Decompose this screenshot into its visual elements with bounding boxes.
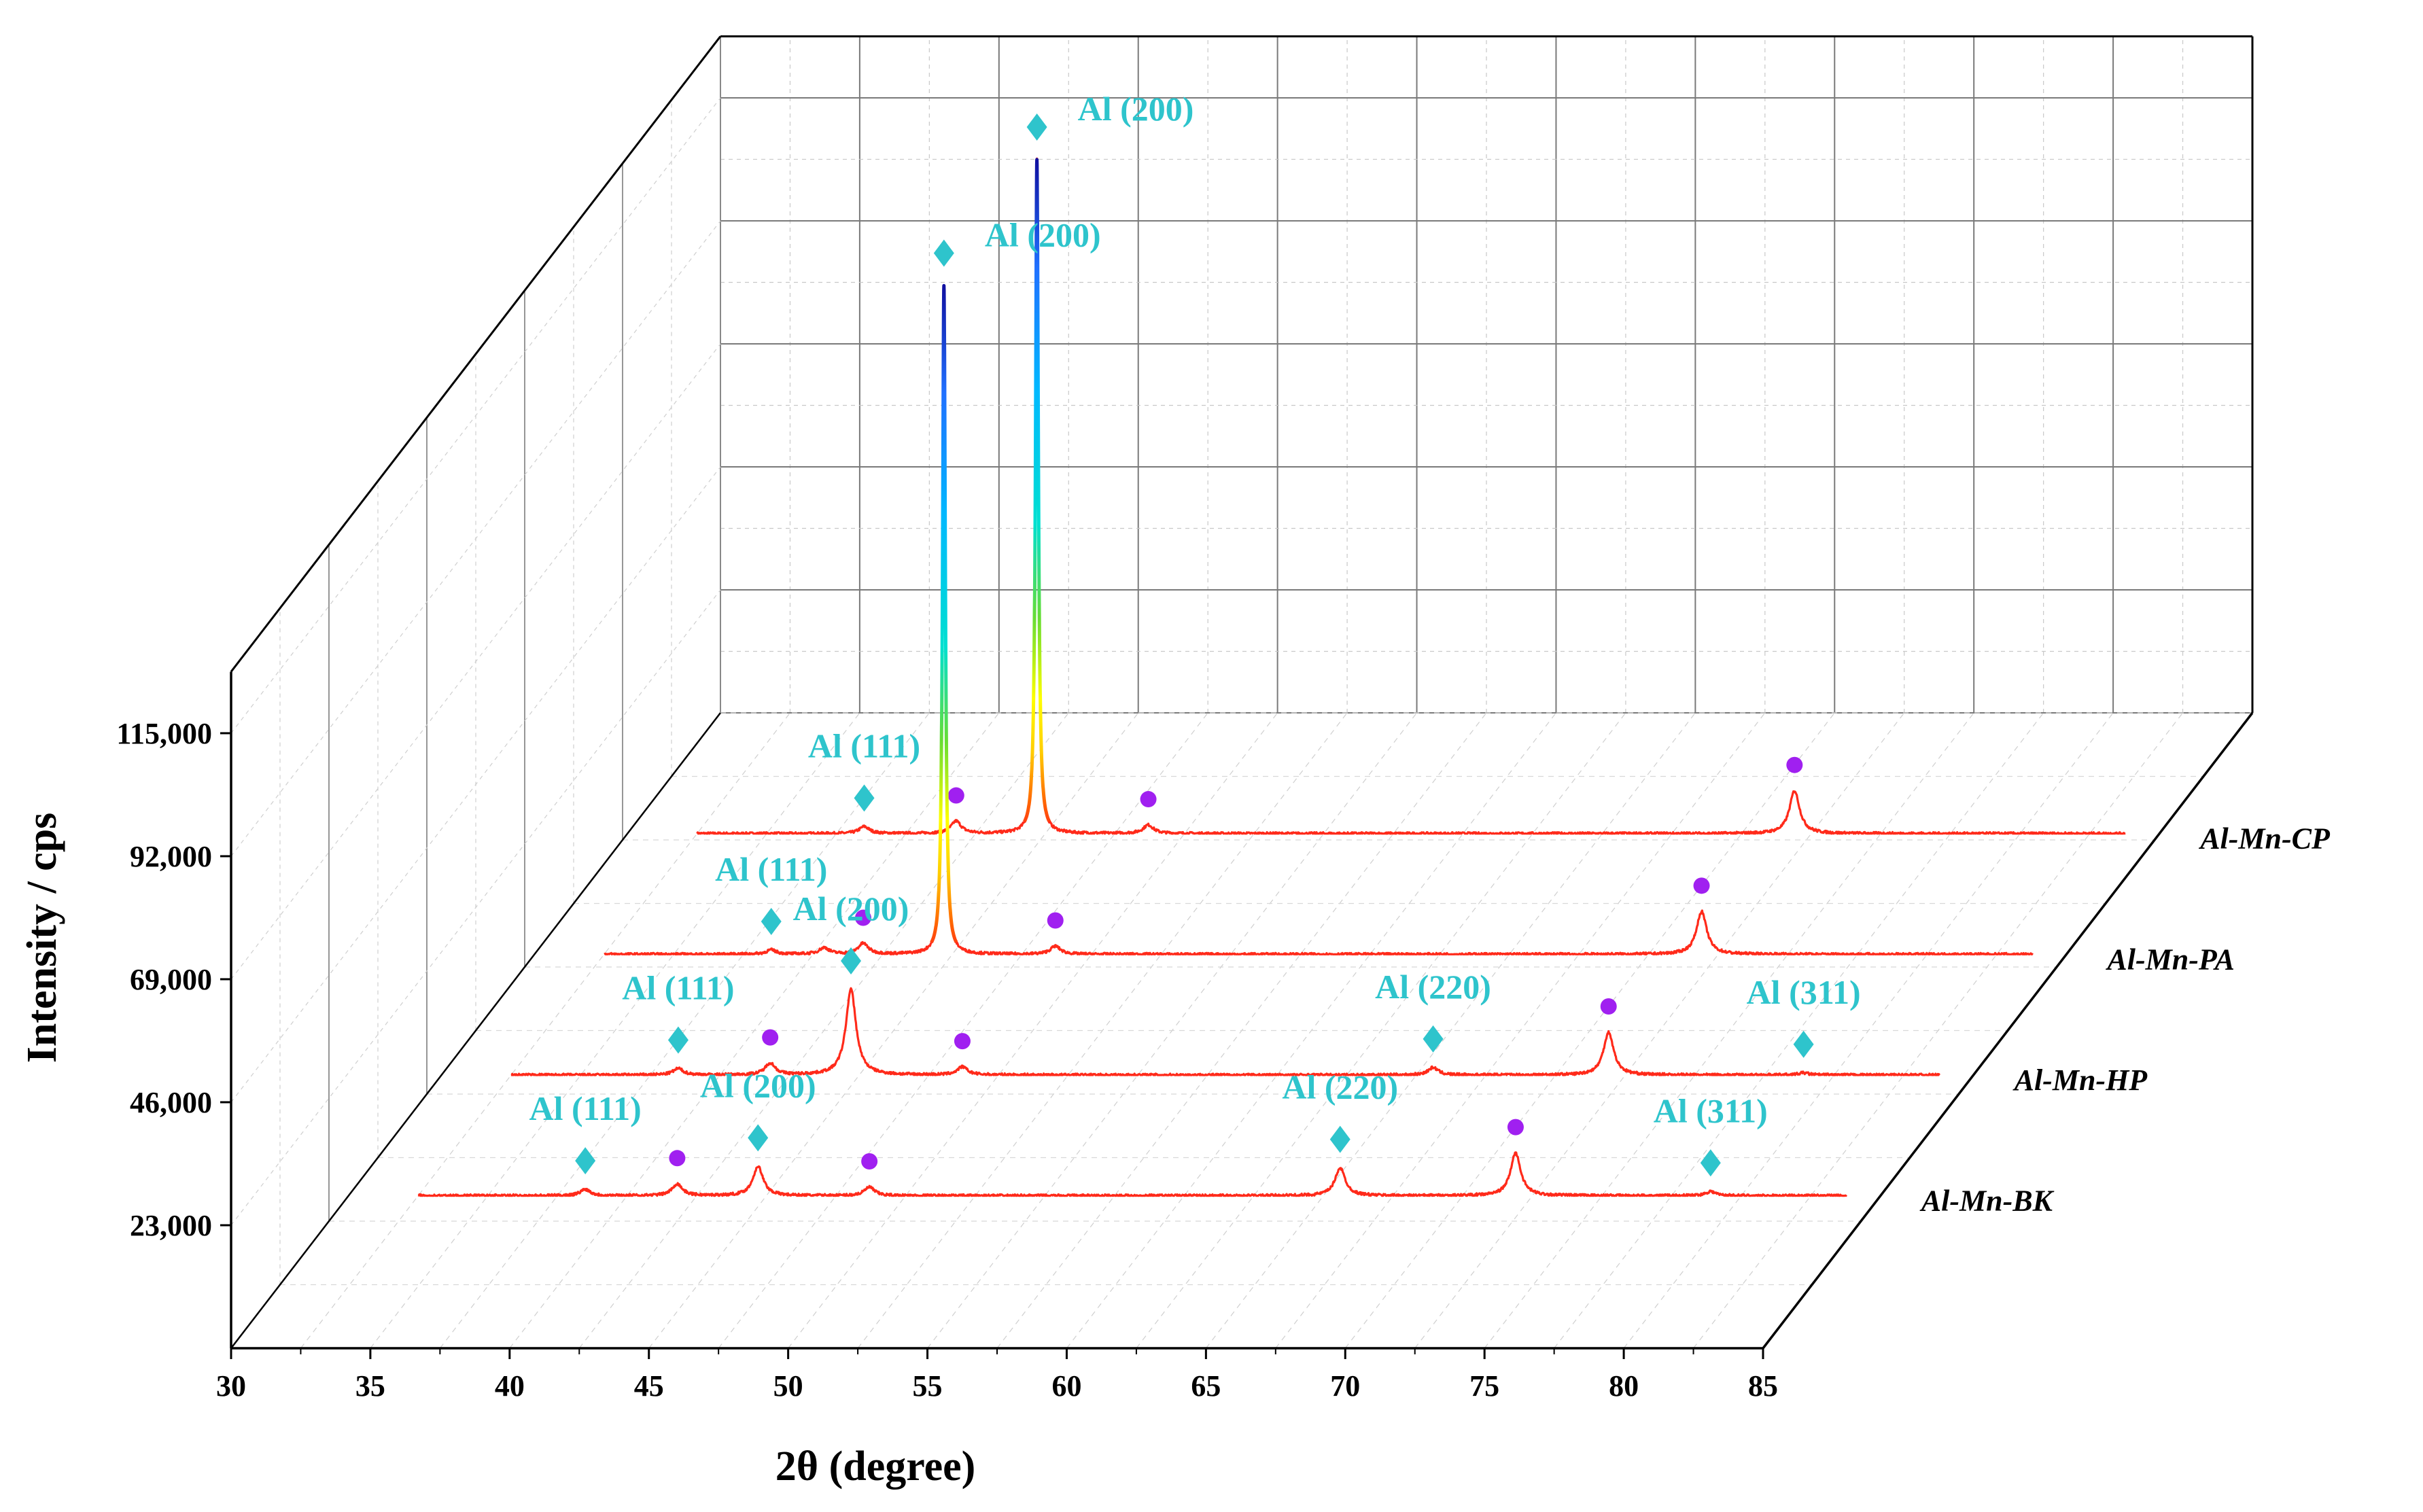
x-tick-label: 55 — [913, 1369, 943, 1403]
side-wall-gridline — [230, 343, 721, 980]
x-tick-label: 70 — [1330, 1369, 1360, 1403]
series-label: Al-Mn-CP — [2198, 822, 2331, 856]
series-layer: Al (111)Al (200)Al (111)Al (200)Al (111)… — [417, 90, 2126, 1197]
series-al-mn-pa: Al (111)Al (200) — [604, 216, 2034, 955]
floor-gridline — [1484, 712, 1974, 1349]
y-tick-label: 92,000 — [130, 840, 212, 873]
series-label: Al-Mn-PA — [2105, 943, 2234, 976]
peak-label: Al (311) — [1747, 973, 1861, 1011]
floor-gridline — [1136, 712, 1626, 1349]
peak-label: Al (200) — [793, 890, 909, 928]
series-al-mn-cp: Al (111) Al (200) — [696, 90, 2126, 835]
floor-gridline — [648, 712, 1139, 1349]
mn-circle-marker — [947, 787, 964, 804]
mn-circle-marker — [861, 1153, 878, 1170]
x-tick-label: 35 — [355, 1369, 385, 1403]
x-tick-label: 45 — [634, 1369, 664, 1403]
al-diamond-marker — [1423, 1025, 1444, 1053]
al-diamond-marker — [1329, 1125, 1350, 1153]
x-tick-label: 80 — [1609, 1369, 1639, 1403]
y-tick-label: 69,000 — [130, 963, 212, 996]
peak-label: Al (111) — [808, 726, 920, 764]
y-tick-label: 46,000 — [130, 1086, 212, 1119]
spectrum-line — [417, 1151, 1848, 1197]
al-diamond-marker — [1026, 113, 1047, 141]
x-tick-label: 75 — [1469, 1369, 1499, 1403]
mn-circle-marker — [854, 909, 871, 926]
x-axis-title: 2θ (degree) — [775, 1443, 976, 1490]
peak-label: Al (111) — [715, 850, 827, 888]
x-tick-label: 50 — [773, 1369, 803, 1403]
back-walls — [230, 36, 2253, 1348]
x-tick-label: 85 — [1748, 1369, 1778, 1403]
al-diamond-marker — [1793, 1030, 1814, 1058]
peak-label: Al (111) — [529, 1089, 641, 1127]
al-diamond-marker — [854, 784, 875, 812]
series-label: Al-Mn-BK — [1919, 1184, 2055, 1218]
spectrum-line — [696, 157, 2126, 835]
floor-gridline — [1205, 712, 1696, 1349]
al-diamond-marker — [575, 1147, 596, 1175]
peak-label: Al (220) — [1375, 968, 1491, 1006]
x-tick-label: 40 — [495, 1369, 525, 1403]
spectrum-line — [604, 285, 2034, 955]
floor-gridline — [300, 712, 790, 1349]
axes — [220, 35, 2254, 1359]
series-al-mn-hp: Al (111) Al (200) Al (220) Al (311) — [510, 890, 1940, 1076]
mn-circle-marker — [1786, 756, 1803, 773]
x-tick-label: 30 — [216, 1369, 246, 1403]
mn-circle-marker — [669, 1150, 686, 1167]
x-tick-label: 65 — [1191, 1369, 1221, 1403]
floor-gridline — [1554, 712, 2044, 1349]
side-wall-gridline — [230, 589, 721, 1226]
spectrum-line — [510, 987, 1940, 1076]
mn-circle-marker — [762, 1029, 779, 1046]
peak-colored — [930, 283, 958, 944]
peak-label: Al (200) — [985, 216, 1101, 254]
floor-gridline — [1623, 712, 2114, 1349]
floor-grid — [230, 712, 2253, 1349]
peak-label: Al (220) — [1282, 1068, 1398, 1106]
y-tick-label: 115,000 — [116, 717, 212, 750]
floor-gridline — [788, 712, 1278, 1349]
peak-label: Al (311) — [1654, 1091, 1768, 1129]
side-wall-gridline — [230, 466, 721, 1103]
box-edge — [230, 35, 722, 673]
floor-gridline — [370, 712, 860, 1349]
al-diamond-marker — [933, 239, 954, 267]
side-wall-gridline — [230, 97, 721, 734]
al-diamond-marker — [1700, 1149, 1721, 1177]
peak-label: Al (111) — [622, 969, 734, 1007]
box-edge — [230, 712, 721, 1349]
y-tick-label: 23,000 — [130, 1209, 212, 1242]
al-diamond-marker — [667, 1026, 688, 1054]
peak-colored — [1022, 158, 1051, 824]
axis-labels: 30 35 40 45 50 55 60 65 70 75 80 85 23,000 46,000 69,0… — [19, 717, 2331, 1490]
series-al-mn-bk: Al (111) Al (200) Al (220) Al (311) — [417, 1066, 1848, 1197]
mn-circle-marker — [1047, 912, 1064, 929]
y-axis-title: Intensity / cps — [19, 813, 65, 1063]
mn-circle-marker — [1600, 998, 1617, 1015]
mn-circle-marker — [954, 1033, 971, 1050]
floor-gridline — [1066, 712, 1556, 1349]
al-diamond-marker — [841, 947, 862, 975]
al-diamond-marker — [761, 908, 782, 936]
side-wall-gridline — [230, 220, 721, 857]
mn-circle-marker — [1507, 1119, 1524, 1136]
floor-gridline — [718, 712, 1208, 1349]
depth-axis-line — [1762, 711, 2254, 1350]
mn-circle-marker — [1693, 877, 1710, 894]
x-tick-label: 60 — [1051, 1369, 1081, 1403]
al-diamond-marker — [748, 1124, 769, 1152]
peak-label: Al (200) — [1078, 90, 1194, 128]
mn-circle-marker — [1140, 791, 1157, 808]
peak-label: Al (200) — [700, 1066, 816, 1104]
series-label: Al-Mn-HP — [2012, 1063, 2148, 1097]
